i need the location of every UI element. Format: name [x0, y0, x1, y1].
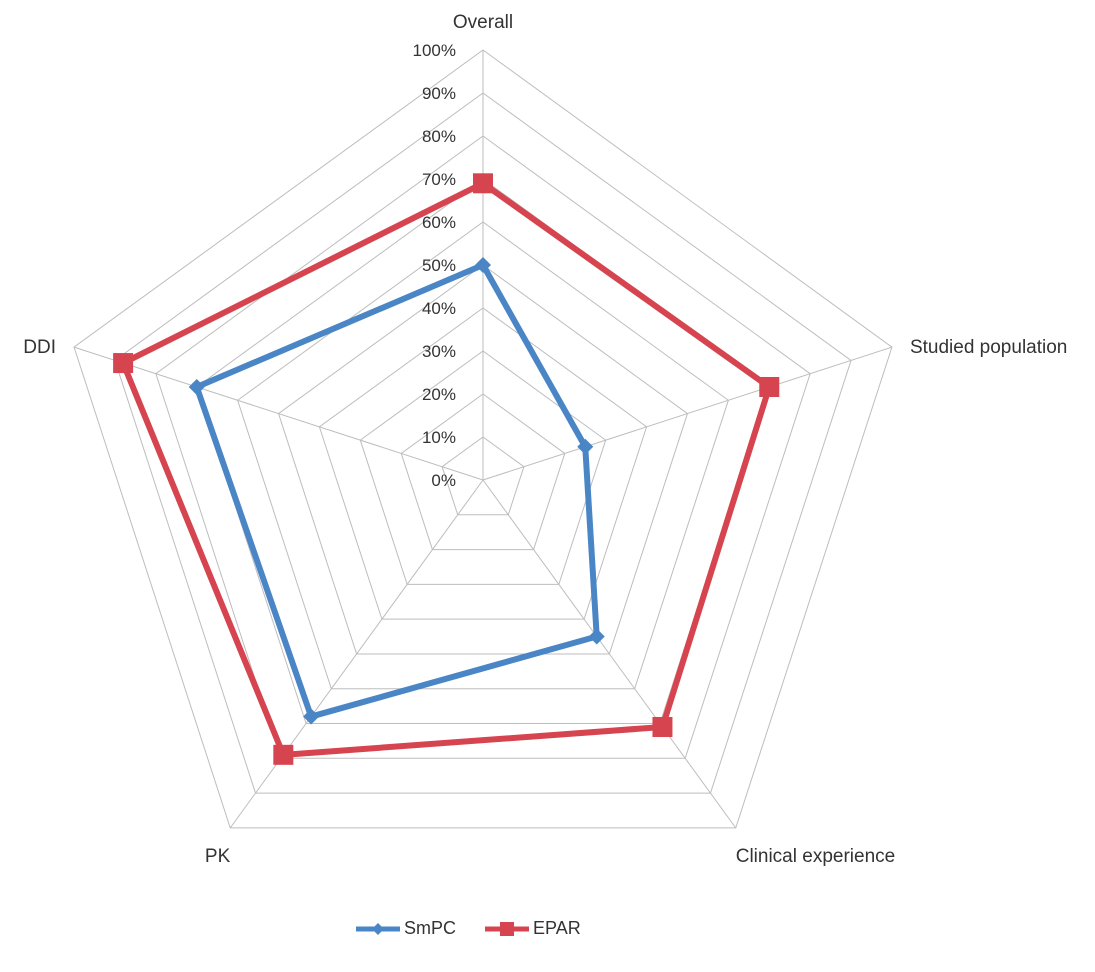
radar-spokes	[73, 50, 893, 829]
spoke-2	[482, 479, 737, 829]
grid-ring-4	[318, 307, 648, 620]
tick-label: 40%	[422, 299, 456, 318]
grid-ring-5	[277, 264, 689, 655]
axis-label: Studied population	[910, 337, 1067, 358]
grid-ring-3	[359, 350, 607, 585]
radar-tick-labels: 0% 10% 20% 30% 40% 50% 60% 70% 80% 90% 100%	[413, 41, 456, 490]
axis-label: Clinical experience	[736, 846, 895, 867]
tick-label: 30%	[422, 342, 456, 361]
series-smpc	[188, 257, 605, 725]
series-epar	[113, 173, 780, 765]
legend-swatch-epar	[484, 921, 530, 937]
spoke-4	[73, 346, 484, 481]
tick-label: 100%	[413, 41, 456, 60]
data-point	[588, 628, 605, 645]
data-point	[577, 438, 594, 455]
grid-ring-2	[400, 393, 566, 551]
grid-ring-1	[441, 436, 525, 516]
data-point	[759, 376, 780, 397]
spoke-1	[482, 346, 893, 481]
tick-label: 60%	[422, 213, 456, 232]
data-point	[113, 353, 134, 374]
axis-label: PK	[205, 846, 231, 867]
axis-label: DDI	[23, 337, 56, 358]
legend: SmPC EPAR	[355, 918, 581, 939]
legend-label-epar: EPAR	[533, 918, 581, 938]
series-line	[193, 262, 600, 720]
data-point	[188, 378, 205, 395]
tick-label: 10%	[422, 428, 456, 447]
data-point	[273, 744, 294, 765]
series-line	[120, 180, 773, 758]
data-point	[303, 708, 320, 725]
grid-ring-6	[237, 221, 729, 690]
data-point	[473, 173, 493, 194]
radar-axis-labels: Overall Studied population Clinical experi…	[23, 12, 1067, 867]
tick-label: 80%	[422, 127, 456, 146]
grid-ring-9	[114, 92, 852, 794]
legend-item-smpc: SmPC	[355, 918, 456, 939]
radar-series	[113, 173, 780, 765]
tick-label: 20%	[422, 385, 456, 404]
legend-label-smpc: SmPC	[404, 918, 457, 938]
data-point	[475, 257, 491, 273]
tick-label: 50%	[422, 256, 456, 275]
legend-swatch-smpc	[355, 921, 401, 937]
tick-label: 70%	[422, 170, 456, 189]
tick-label: 90%	[422, 84, 456, 103]
legend-item-epar: EPAR	[484, 918, 581, 939]
tick-label: 0%	[431, 471, 456, 490]
grid-ring-8	[155, 135, 811, 759]
data-point	[652, 716, 673, 737]
spoke-3	[229, 479, 484, 829]
grid-ring-10	[73, 49, 893, 829]
axis-label: Overall	[453, 12, 513, 33]
